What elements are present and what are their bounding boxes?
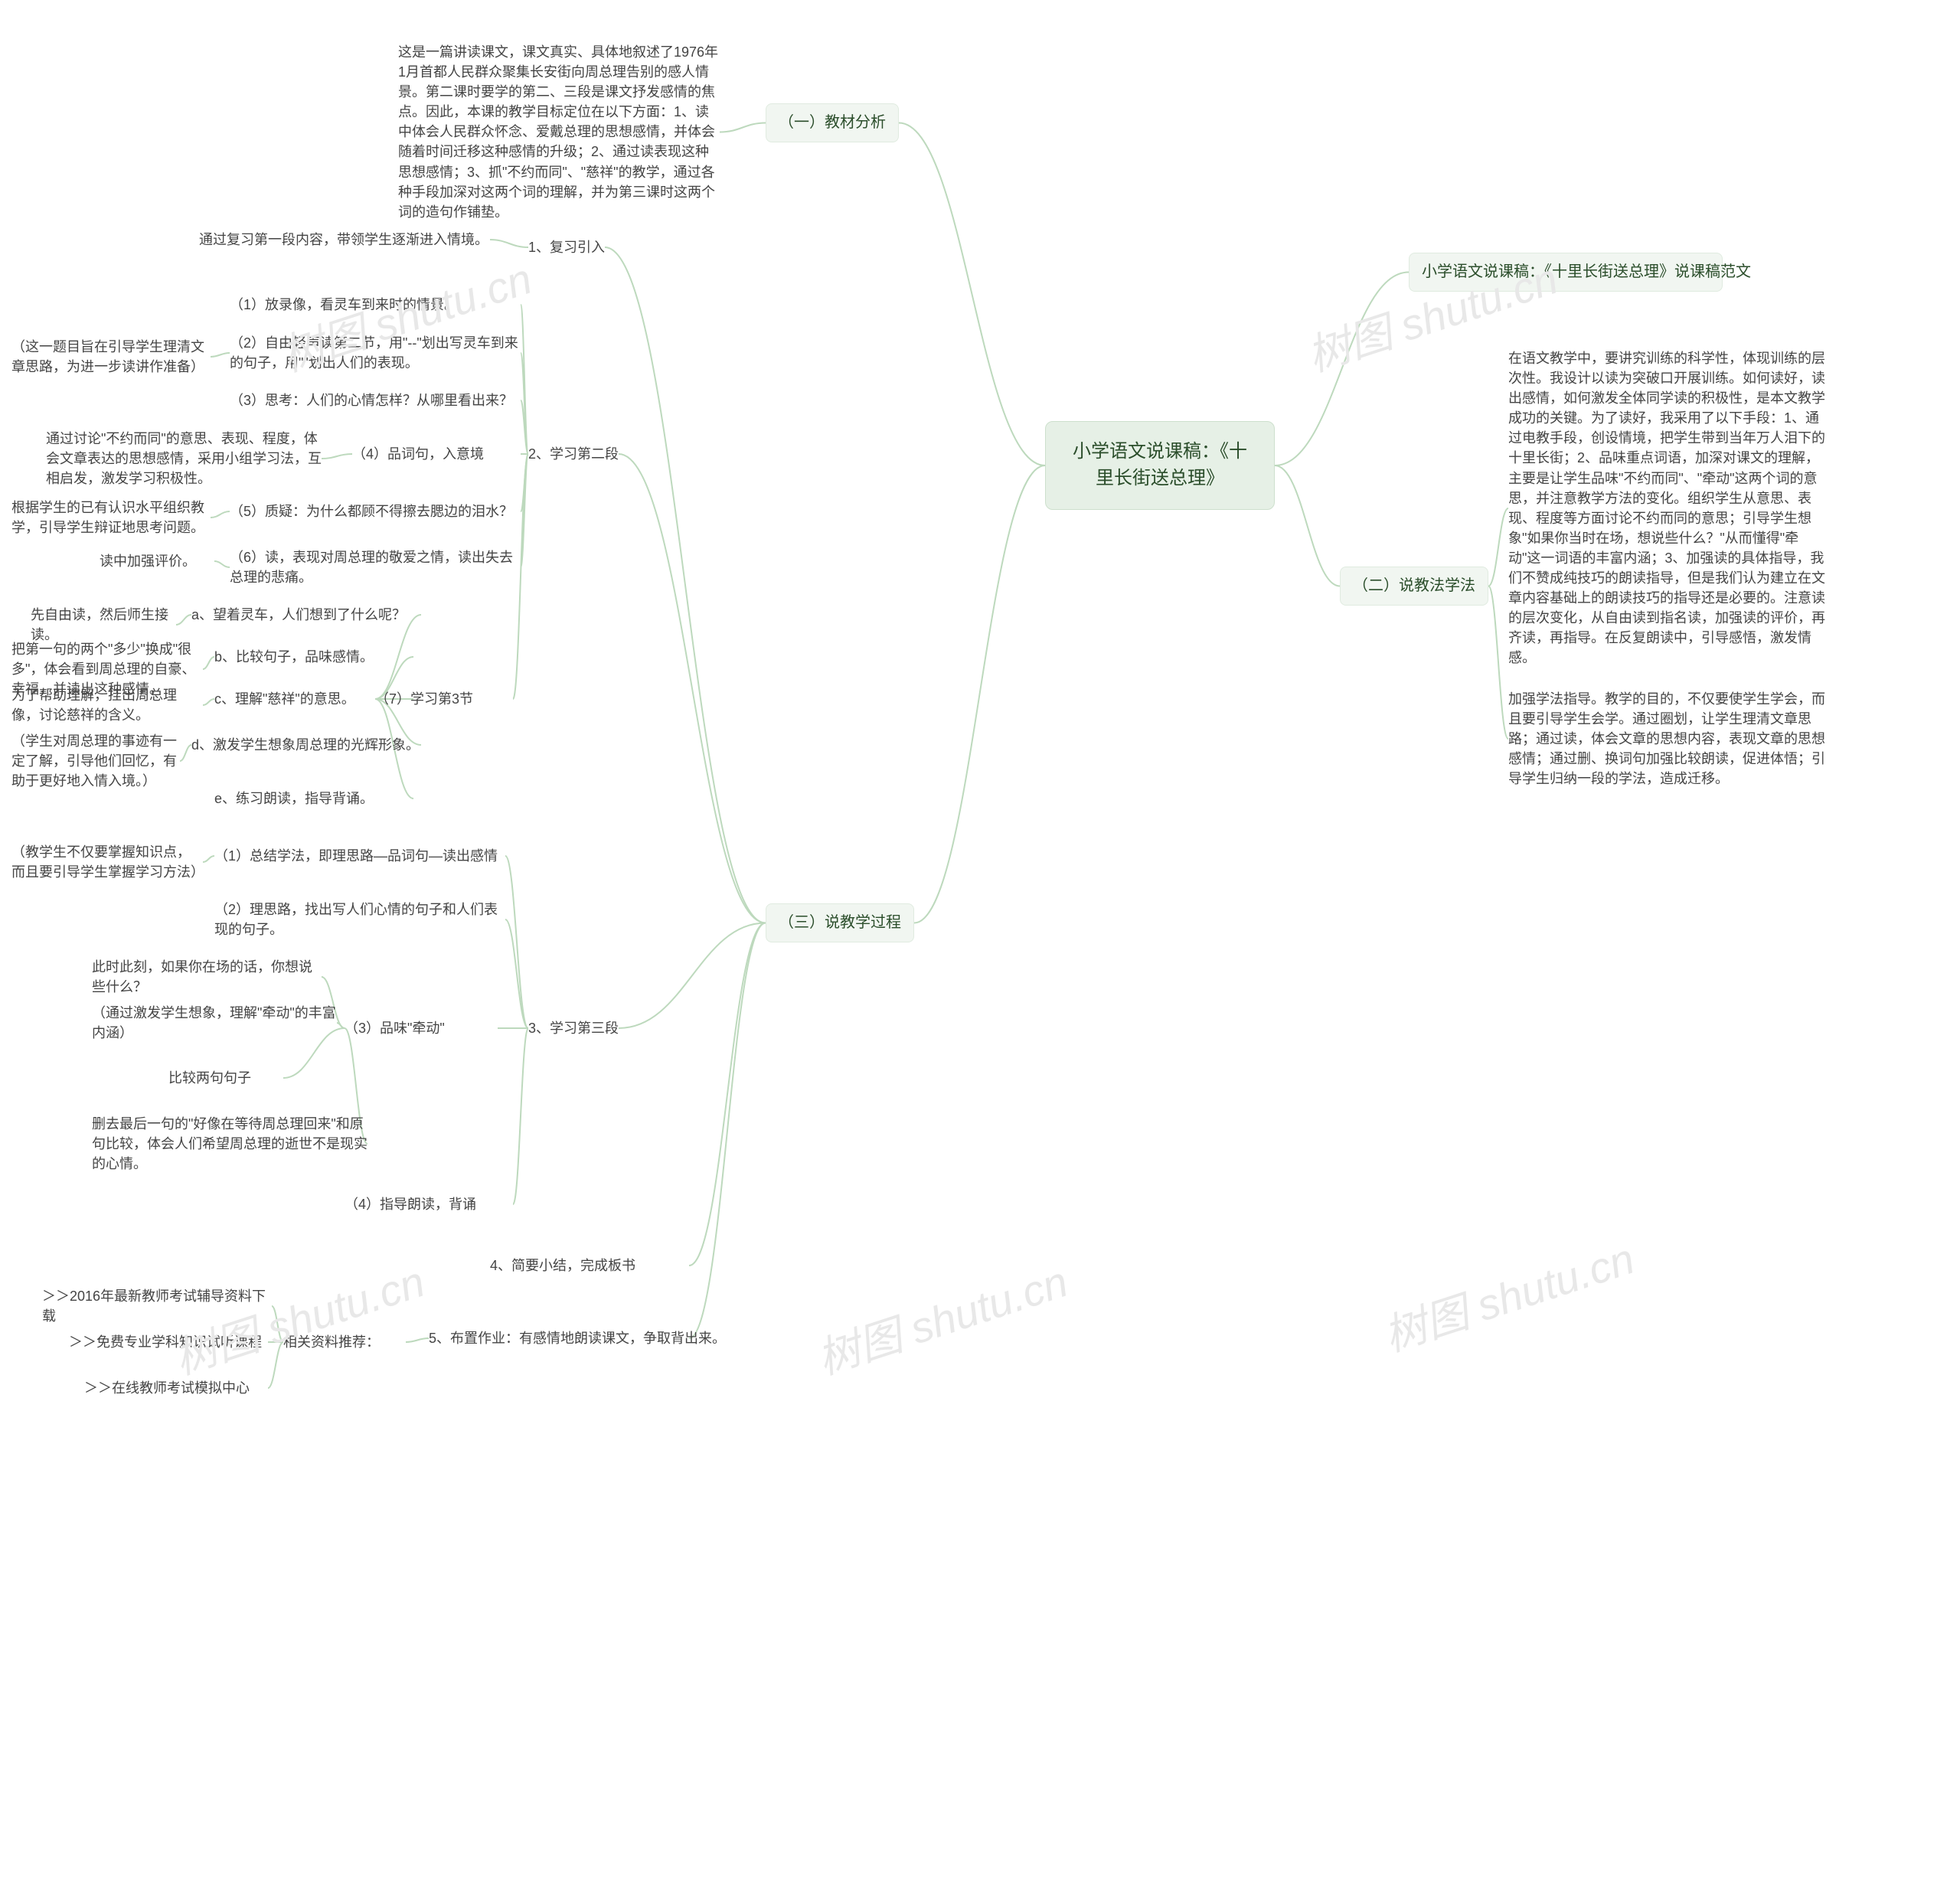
edge xyxy=(505,919,528,1028)
edge xyxy=(689,923,766,1266)
step-p2: 2、学习第二段 xyxy=(528,444,619,464)
sub-p3c3: 比较两句句子 xyxy=(168,1068,283,1088)
sub-p2g2: b、比较句子，品味感情。 xyxy=(214,647,413,667)
sub-p3c1: 此时此刻，如果你在场的话，你想说些什么？ xyxy=(92,957,322,997)
note-p2e: 根据学生的已有认识水平组织教学，引导学生辩证地思考问题。 xyxy=(11,498,211,537)
sub-p3c2: （通过激发学生想象，理解"牵动"的丰富内涵） xyxy=(92,1003,337,1043)
item-p3a: （1）总结学法，即理思路—品词句—读出感情 xyxy=(214,846,505,866)
edge xyxy=(268,1342,283,1388)
item-p2d: （4）品词句，入意境 xyxy=(352,444,521,464)
sub-p5a1: ＞＞2016年最新教师考试辅导资料下载 xyxy=(42,1286,272,1326)
item-p3c: （3）品味"牵动" xyxy=(345,1018,498,1038)
note-p2d: 通过讨论"不约而同"的意思、表现、程度，体会文章表达的思想感情，采用小组学习法，… xyxy=(46,429,322,488)
edge xyxy=(176,615,191,625)
edge xyxy=(214,561,230,567)
edge xyxy=(272,1306,283,1342)
note-p2g3: 为了帮助理解，挂出周总理像，讨论慈祥的含义。 xyxy=(11,685,203,725)
watermark: 树图 shutu.cn xyxy=(808,1248,1075,1387)
sub-p5a3: ＞＞在线教师考试模拟中心 xyxy=(84,1378,268,1398)
edge xyxy=(203,699,214,705)
item-p2f: （6）读，表现对周总理的敬爱之情，读出失去总理的悲痛。 xyxy=(230,547,521,587)
watermark: 树图 shutu.cn xyxy=(1375,1225,1642,1364)
edge xyxy=(1275,465,1340,586)
note-p2b: （这一题目旨在引导学生理清文章思路，为进一步读讲作准备） xyxy=(11,337,211,377)
edge xyxy=(203,856,214,862)
edge xyxy=(490,240,528,247)
step-p1: 1、复习引入 xyxy=(528,237,605,257)
r2-desc2: 加强学法指导。教学的目的，不仅要使学生学会，而且要引导学生会学。通过圈划，让学生… xyxy=(1508,689,1830,789)
item-p2b: （2）自由轻声读第二节，用"--"划出写灵车到来的句子，用""划出人们的表现。 xyxy=(230,333,521,373)
sub-p3c4: 删去最后一句的"好像在等待周总理回来"和原句比较，体会人们希望周总理的逝世不是现… xyxy=(92,1114,368,1174)
sub-p5a2: ＞＞免费专业学科知识试听课程 xyxy=(69,1332,268,1352)
edge xyxy=(1488,508,1508,586)
edge xyxy=(914,465,1045,923)
edge xyxy=(211,511,230,518)
note-p2f: 读中加强评价。 xyxy=(100,551,214,571)
note-p3a: （教学生不仅要掌握知识点，而且要引导学生掌握学习方法） xyxy=(11,842,203,882)
section-r0: 小学语文说课稿：《十里长街送总理》说课稿范文 xyxy=(1409,253,1723,292)
item-p2a: （1）放录像，看灵车到来时的情景。 xyxy=(230,295,521,315)
item-p3d: （4）指导朗读，背诵 xyxy=(345,1194,513,1214)
edge xyxy=(406,1338,429,1342)
sub-p2g4: d、激发学生想象周总理的光辉形象。 xyxy=(191,735,421,755)
edge xyxy=(180,745,191,761)
edge xyxy=(1488,586,1508,740)
edge xyxy=(619,454,766,923)
section-r3: （三）说教学过程 xyxy=(766,903,914,942)
item-p2c: （3）思考：人们的心情怎样？从哪里看出来？ xyxy=(230,390,521,410)
edge xyxy=(521,454,528,511)
edge xyxy=(505,856,528,1028)
edge xyxy=(521,353,528,454)
edge xyxy=(619,923,766,1029)
step-p3: 3、学习第三段 xyxy=(528,1018,619,1038)
edge xyxy=(203,657,214,669)
r2-desc1: 在语文教学中，要讲究训练的科学性，体现训练的层次性。我设计以读为突破口开展训练。… xyxy=(1508,348,1830,668)
edge xyxy=(689,923,766,1339)
item-p3b: （2）理思路，找出写人们心情的句子和人们表现的句子。 xyxy=(214,900,505,939)
r1-desc: 这是一篇讲读课文，课文真实、具体地叙述了1976年1月首都人民群众聚集长安街向周… xyxy=(398,42,720,222)
section-r2: （二）说教法学法 xyxy=(1340,567,1488,606)
edge xyxy=(521,454,528,567)
item-p2e: （5）质疑：为什么都顾不得擦去腮边的泪水？ xyxy=(230,501,521,521)
step-p5: 5、布置作业：有感情地朗读课文，争取背出来。 xyxy=(429,1328,689,1348)
edge xyxy=(605,247,766,923)
edge xyxy=(211,353,230,357)
step-p4: 4、简要小结，完成板书 xyxy=(490,1256,689,1275)
edge xyxy=(521,305,528,454)
item-p1a: 通过复习第一段内容，带领学生逐渐进入情境。 xyxy=(199,230,490,250)
section-r1: （一）教材分析 xyxy=(766,103,899,142)
note-p2g4: （学生对周总理的事迹有一定了解，引导他们回忆，有助于更好地入情入境。） xyxy=(11,731,180,791)
edge xyxy=(1275,273,1409,466)
edge xyxy=(521,400,528,454)
edge xyxy=(899,123,1045,466)
edge xyxy=(337,1023,345,1028)
item-p5a: 相关资料推荐： xyxy=(283,1332,406,1352)
mindmap-canvas: 小学语文说课稿：《十里长街送总理》 小学语文说课稿：《十里长街送总理》说课稿范文 （… xyxy=(0,0,1960,1878)
edge xyxy=(322,454,352,459)
edge xyxy=(513,1028,528,1204)
sub-p2g5: e、练习朗读，指导背诵。 xyxy=(214,789,413,808)
sub-p2g1: a、望着灵车，人们想到了什么呢？ xyxy=(191,605,421,625)
sub-p2g3: c、理解"慈祥"的意思。 xyxy=(214,689,413,709)
root-node: 小学语文说课稿：《十里长街送总理》 xyxy=(1045,421,1275,510)
edge xyxy=(720,123,766,132)
